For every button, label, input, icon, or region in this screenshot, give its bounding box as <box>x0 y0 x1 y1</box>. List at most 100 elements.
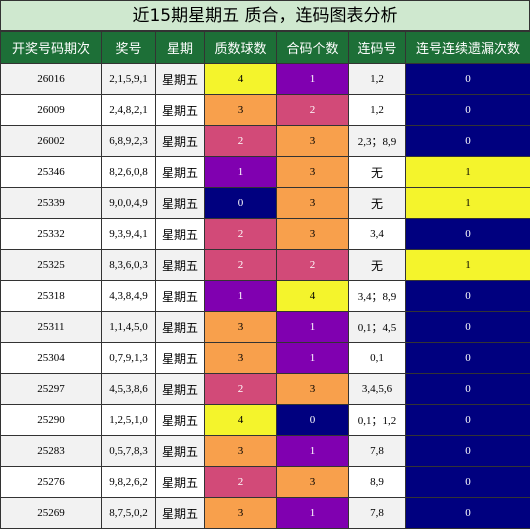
miss-count-cell: 0 <box>405 311 530 343</box>
composite-count-cell: 3 <box>276 125 349 157</box>
composite-count-cell: 1 <box>276 63 349 95</box>
weekday-cell: 星期五 <box>155 404 205 436</box>
weekday-cell: 星期五 <box>155 373 205 405</box>
table-row: 26009 2,4,8,2,1 星期五 3 2 1,2 0 <box>0 94 530 126</box>
period-cell: 25332 <box>0 218 102 250</box>
header-composite-count: 合码个数 <box>276 31 349 64</box>
numbers-cell: 8,7,5,0,2 <box>101 497 156 529</box>
table-row: 25297 4,5,3,8,6 星期五 2 3 3,4,5,6 0 <box>0 373 530 405</box>
composite-count-cell: 1 <box>276 435 349 467</box>
consecutive-cell: 无 <box>348 187 406 219</box>
numbers-cell: 9,0,0,4,9 <box>101 187 156 219</box>
miss-count-cell: 0 <box>405 373 530 405</box>
composite-count-cell: 0 <box>276 404 349 436</box>
miss-count-cell: 0 <box>405 218 530 250</box>
prime-count-cell: 1 <box>204 280 277 312</box>
period-cell: 25325 <box>0 249 102 281</box>
table-row: 25283 0,5,7,8,3 星期五 3 1 7,8 0 <box>0 435 530 467</box>
weekday-cell: 星期五 <box>155 125 205 157</box>
numbers-cell: 2,4,8,2,1 <box>101 94 156 126</box>
composite-count-cell: 3 <box>276 466 349 498</box>
consecutive-cell: 3,4,5,6 <box>348 373 406 405</box>
numbers-cell: 0,7,9,1,3 <box>101 342 156 374</box>
table-row: 25290 1,2,5,1,0 星期五 4 0 0,1；1,2 0 <box>0 404 530 436</box>
prime-count-cell: 3 <box>204 311 277 343</box>
prime-count-cell: 2 <box>204 218 277 250</box>
numbers-cell: 8,2,6,0,8 <box>101 156 156 188</box>
header-row: 开奖号码期次 奖号 星期 质数球数 合码个数 连码号 连号连续遗漏次数 <box>0 31 530 64</box>
table-row: 26002 6,8,9,2,3 星期五 2 3 2,3；8,9 0 <box>0 125 530 157</box>
analysis-table: 开奖号码期次 奖号 星期 质数球数 合码个数 连码号 连号连续遗漏次数 2601… <box>0 31 530 529</box>
consecutive-cell: 无 <box>348 249 406 281</box>
numbers-cell: 1,2,5,1,0 <box>101 404 156 436</box>
header-prime-count: 质数球数 <box>204 31 277 64</box>
period-cell: 25311 <box>0 311 102 343</box>
period-cell: 25297 <box>0 373 102 405</box>
period-cell: 25269 <box>0 497 102 529</box>
miss-count-cell: 0 <box>405 125 530 157</box>
table-row: 25276 9,8,2,6,2 星期五 2 3 8,9 0 <box>0 466 530 498</box>
weekday-cell: 星期五 <box>155 187 205 219</box>
weekday-cell: 星期五 <box>155 435 205 467</box>
prime-count-cell: 3 <box>204 342 277 374</box>
period-cell: 25339 <box>0 187 102 219</box>
consecutive-cell: 2,3；8,9 <box>348 125 406 157</box>
numbers-cell: 9,8,2,6,2 <box>101 466 156 498</box>
header-numbers: 奖号 <box>101 31 156 64</box>
composite-count-cell: 3 <box>276 373 349 405</box>
numbers-cell: 4,3,8,4,9 <box>101 280 156 312</box>
composite-count-cell: 1 <box>276 342 349 374</box>
period-cell: 25318 <box>0 280 102 312</box>
period-cell: 26009 <box>0 94 102 126</box>
weekday-cell: 星期五 <box>155 497 205 529</box>
prime-count-cell: 2 <box>204 373 277 405</box>
consecutive-cell: 无 <box>348 156 406 188</box>
period-cell: 25304 <box>0 342 102 374</box>
prime-count-cell: 4 <box>204 63 277 95</box>
period-cell: 25276 <box>0 466 102 498</box>
header-period: 开奖号码期次 <box>0 31 102 64</box>
numbers-cell: 2,1,5,9,1 <box>101 63 156 95</box>
weekday-cell: 星期五 <box>155 311 205 343</box>
numbers-cell: 0,5,7,8,3 <box>101 435 156 467</box>
prime-count-cell: 1 <box>204 156 277 188</box>
header-miss-count: 连号连续遗漏次数 <box>405 31 530 64</box>
table-row: 25269 8,7,5,0,2 星期五 3 1 7,8 0 <box>0 497 530 529</box>
header-weekday: 星期 <box>155 31 205 64</box>
prime-count-cell: 2 <box>204 125 277 157</box>
numbers-cell: 9,3,9,4,1 <box>101 218 156 250</box>
prime-count-cell: 3 <box>204 497 277 529</box>
miss-count-cell: 0 <box>405 435 530 467</box>
composite-count-cell: 3 <box>276 187 349 219</box>
miss-count-cell: 0 <box>405 63 530 95</box>
page-title: 近15期星期五 质合，连码图表分析 <box>0 0 530 31</box>
numbers-cell: 8,3,6,0,3 <box>101 249 156 281</box>
period-cell: 25290 <box>0 404 102 436</box>
prime-count-cell: 0 <box>204 187 277 219</box>
weekday-cell: 星期五 <box>155 63 205 95</box>
consecutive-cell: 7,8 <box>348 497 406 529</box>
numbers-cell: 4,5,3,8,6 <box>101 373 156 405</box>
consecutive-cell: 0,1；1,2 <box>348 404 406 436</box>
miss-count-cell: 0 <box>405 280 530 312</box>
miss-count-cell: 0 <box>405 404 530 436</box>
period-cell: 26002 <box>0 125 102 157</box>
weekday-cell: 星期五 <box>155 94 205 126</box>
composite-count-cell: 2 <box>276 94 349 126</box>
table-row: 25339 9,0,0,4,9 星期五 0 3 无 1 <box>0 187 530 219</box>
table-row: 25318 4,3,8,4,9 星期五 1 4 3,4；8,9 0 <box>0 280 530 312</box>
weekday-cell: 星期五 <box>155 342 205 374</box>
consecutive-cell: 8,9 <box>348 466 406 498</box>
header-consecutive: 连码号 <box>348 31 406 64</box>
period-cell: 25283 <box>0 435 102 467</box>
prime-count-cell: 4 <box>204 404 277 436</box>
composite-count-cell: 1 <box>276 497 349 529</box>
weekday-cell: 星期五 <box>155 156 205 188</box>
consecutive-cell: 3,4 <box>348 218 406 250</box>
miss-count-cell: 0 <box>405 342 530 374</box>
consecutive-cell: 1,2 <box>348 94 406 126</box>
table-row: 25304 0,7,9,1,3 星期五 3 1 0,1 0 <box>0 342 530 374</box>
prime-count-cell: 3 <box>204 94 277 126</box>
miss-count-cell: 0 <box>405 497 530 529</box>
